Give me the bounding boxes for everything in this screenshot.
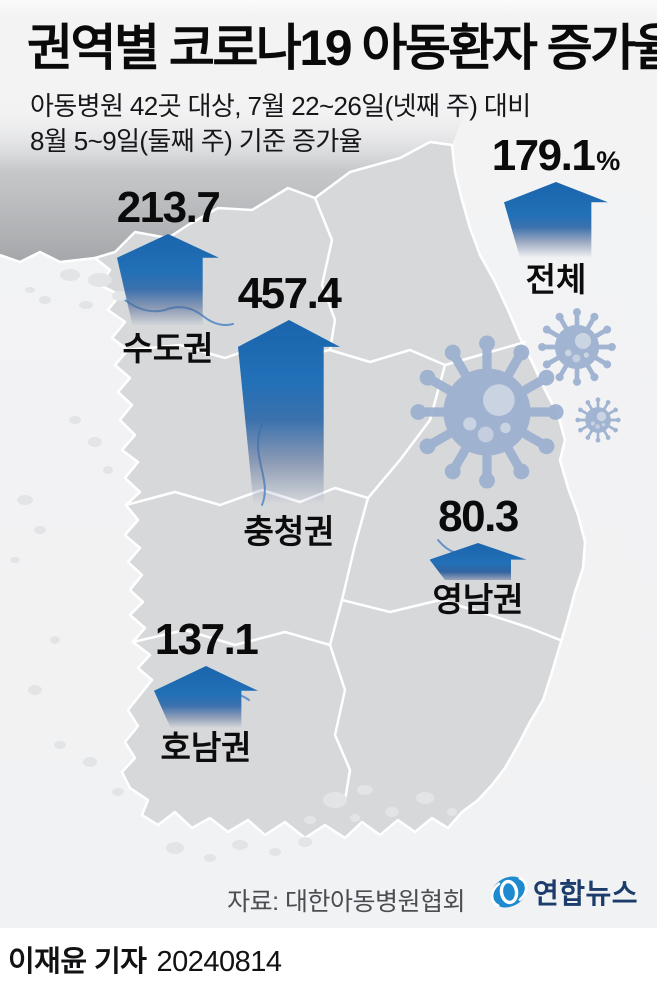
north-landmass	[0, 100, 470, 262]
up-arrow-icon	[504, 182, 608, 260]
islands	[10, 269, 457, 862]
value-text: 80.3	[438, 492, 519, 541]
region-total-value: 179.1%	[492, 134, 621, 178]
yonhap-logo-text: 연합뉴스	[533, 878, 639, 909]
region-total: 179.1% 전체	[466, 134, 646, 298]
region-sudogwon-label: 수도권	[122, 330, 214, 367]
reporter-name: 이재윤 기자	[8, 946, 147, 978]
up-arrow-icon	[429, 543, 527, 580]
value-text: 179.1	[491, 131, 596, 180]
region-chungcheong-value: 457.4	[237, 269, 342, 318]
region-chungcheong: 457.4 충청권	[199, 272, 379, 550]
region-honam-value: 137.1	[154, 615, 259, 664]
source-credit: 자료: 대한아동병원협회	[227, 888, 465, 916]
up-arrow-icon	[238, 320, 340, 512]
percent-unit: %	[596, 146, 621, 176]
region-yeongnam-label: 영남권	[432, 581, 524, 618]
value-text: 213.7	[116, 183, 221, 232]
byline-date: 20240814	[156, 946, 282, 978]
value-text: 137.1	[154, 615, 259, 664]
region-yeongnam: 80.3 영남권	[388, 495, 568, 618]
subtitle-line-2: 8월 5~9일(둘째 주) 기준 증가율	[30, 126, 363, 156]
value-text: 457.4	[237, 269, 342, 318]
yonhap-logo: 연합뉴스	[489, 871, 638, 913]
region-total-label: 전체	[525, 261, 587, 298]
up-arrow-icon	[154, 666, 258, 728]
subtitle-line-1: 아동병원 42곳 대상, 7월 22~26일(넷째 주) 대비	[30, 91, 531, 121]
page-title: 권역별 코로나19 아동환자 증가율	[27, 20, 657, 76]
region-chungcheong-label: 충청권	[243, 513, 335, 550]
yonhap-logo-icon	[490, 876, 528, 908]
region-honam-label: 호남권	[160, 729, 252, 766]
region-sudogwon-value: 213.7	[116, 183, 221, 232]
north-coastline	[0, 250, 96, 264]
region-yeongnam-value: 80.3	[438, 492, 519, 541]
region-honam: 137.1 호남권	[116, 618, 296, 766]
region-sudogwon: 213.7 수도권	[78, 186, 258, 367]
virus-icon-small	[574, 396, 622, 444]
byline: 이재윤 기자 20240814	[8, 938, 282, 980]
